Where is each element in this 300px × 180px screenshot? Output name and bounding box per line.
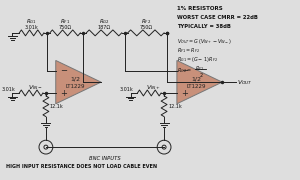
Text: $R_{G1}$: $R_{G1}$	[26, 17, 37, 26]
Text: $V_{OUT} = G\,(V_{IN+} - V_{IN-})$: $V_{OUT} = G\,(V_{IN+} - V_{IN-})$	[177, 37, 232, 46]
Text: 3.01k: 3.01k	[120, 87, 134, 92]
Text: LT1229: LT1229	[187, 84, 206, 89]
Text: 1% RESISTORS: 1% RESISTORS	[177, 6, 223, 11]
Text: TYPICALLY = 38dB: TYPICALLY = 38dB	[177, 24, 231, 29]
Text: 12.1k: 12.1k	[168, 104, 182, 109]
Text: $R_{F1} = R_{F2}$: $R_{F1} = R_{F2}$	[177, 46, 200, 55]
Text: $R_{F2}$: $R_{F2}$	[141, 17, 151, 26]
Text: $R_{F1}$: $R_{F1}$	[60, 17, 70, 26]
Text: +: +	[181, 89, 188, 98]
Text: $V_{IN-}$: $V_{IN-}$	[28, 83, 43, 92]
Text: $V_{IN+}$: $V_{IN+}$	[146, 83, 161, 92]
Text: 750Ω: 750Ω	[58, 25, 72, 30]
Text: 187Ω: 187Ω	[98, 25, 111, 30]
Text: 12.1k: 12.1k	[50, 104, 64, 109]
Text: $R_{G2}$: $R_{G2}$	[99, 17, 110, 26]
Text: $2$: $2$	[199, 71, 203, 79]
Text: 3.01k: 3.01k	[2, 87, 15, 92]
Polygon shape	[56, 60, 101, 104]
Text: LT1229: LT1229	[66, 84, 85, 89]
Text: $V_{OUT}$: $V_{OUT}$	[237, 78, 253, 87]
Text: $R_{G2} = $: $R_{G2} = $	[177, 66, 192, 75]
Polygon shape	[177, 60, 222, 104]
Text: −: −	[60, 66, 67, 75]
Text: 1/2: 1/2	[192, 77, 202, 82]
Text: +: +	[60, 89, 67, 98]
Text: 750Ω: 750Ω	[139, 25, 152, 30]
Text: $R_{G1} = (G-1)\,R_{F2}$: $R_{G1} = (G-1)\,R_{F2}$	[177, 55, 218, 64]
Text: 3.01k: 3.01k	[25, 25, 38, 30]
Text: WORST CASE CMRR = 22dB: WORST CASE CMRR = 22dB	[177, 15, 258, 20]
Text: $R_{F2}$: $R_{F2}$	[195, 64, 204, 73]
Text: −: −	[181, 66, 188, 75]
Text: HIGH INPUT RESISTANCE DOES NOT LOAD CABLE EVEN: HIGH INPUT RESISTANCE DOES NOT LOAD CABL…	[7, 164, 158, 169]
Text: BNC INPUTS: BNC INPUTS	[89, 156, 121, 161]
Text: 1/2: 1/2	[70, 77, 80, 82]
